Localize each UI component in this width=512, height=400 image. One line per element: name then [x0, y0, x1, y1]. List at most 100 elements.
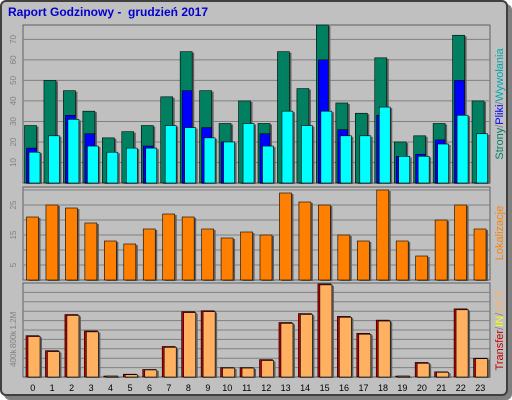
x-tick-label: 11	[242, 383, 251, 393]
plot-panel-top	[22, 24, 491, 184]
top-bar-series2	[48, 135, 60, 184]
middle-bar	[376, 189, 390, 281]
x-tick-label: 20	[417, 383, 427, 393]
middle-side-label-part: Lokalizacje	[494, 206, 506, 260]
top-bar-series2	[476, 133, 488, 184]
middle-bar	[473, 228, 487, 281]
bottom-bar-out	[27, 336, 41, 378]
top-side-label-part: Pliki	[494, 105, 506, 125]
middle-bar	[84, 222, 98, 281]
middle-bar	[181, 216, 195, 281]
middle-bar	[240, 231, 253, 281]
top-bar-series2	[398, 156, 411, 184]
bottom-side-label-part: /	[494, 326, 506, 330]
bottom-bar-out	[124, 374, 138, 378]
bottom-bar-out	[455, 309, 469, 378]
middle-bar	[454, 204, 467, 281]
x-tick-label: 8	[186, 383, 191, 393]
middle-bar	[26, 216, 39, 281]
top-side-label: Strony/Pliki/Wywołania	[494, 48, 506, 160]
middle-bar	[434, 219, 448, 281]
bottom-bar-out	[397, 375, 411, 378]
middle-bar	[123, 243, 137, 281]
x-tick-label: 22	[456, 383, 466, 393]
bottom-y-tick-label: 800k	[9, 330, 18, 348]
middle-bar	[201, 228, 214, 281]
top-bar-series2	[378, 106, 391, 184]
top-bar-series2	[164, 125, 177, 184]
top-y-tick-label: 20	[9, 137, 18, 146]
bottom-bar-out	[339, 317, 352, 378]
x-tick-label: 9	[205, 383, 210, 393]
x-tick-label: 6	[147, 383, 152, 393]
bottom-bar-out	[144, 369, 158, 378]
middle-bar	[259, 234, 273, 281]
middle-bar	[162, 213, 176, 281]
top-bar-series2	[242, 123, 255, 184]
bottom-bar-out	[319, 284, 333, 378]
top-bar-series2	[262, 145, 274, 184]
x-tick-label: 1	[50, 383, 55, 393]
x-tick-label: 21	[436, 383, 446, 393]
bottom-side-label-part: OUT	[494, 289, 506, 313]
top-y-tick-label: 30	[9, 116, 18, 125]
x-tick-label: 10	[222, 383, 232, 393]
top-bar-series2	[184, 127, 196, 184]
middle-bar	[45, 204, 59, 281]
top-bar-series2	[301, 125, 313, 184]
x-tick-label: 17	[359, 383, 369, 393]
bottom-bar-out	[475, 358, 488, 378]
top-y-tick-label: 50	[9, 75, 18, 84]
middle-bar	[415, 255, 428, 281]
middle-bar	[298, 201, 312, 281]
x-tick-label: 16	[339, 383, 349, 393]
bottom-y-tick-label: 1.2M	[9, 311, 18, 329]
bottom-bar-out	[416, 363, 430, 378]
x-tick-label: 12	[261, 383, 271, 393]
top-bar-series2	[281, 110, 294, 184]
bottom-bar-out	[358, 333, 372, 378]
bottom-bar-out-shadow	[399, 377, 412, 378]
middle-bar	[220, 237, 234, 281]
middle-bar	[356, 240, 370, 281]
bottom-bar-out	[163, 347, 177, 378]
bottom-bar-out	[377, 320, 391, 378]
x-tick-label: 23	[475, 383, 485, 393]
top-side-label-part: /	[494, 124, 506, 128]
top-side-label-part: /	[494, 101, 506, 105]
x-tick-label: 0	[30, 383, 35, 393]
top-side-label-part: Wywołania	[494, 48, 506, 102]
middle-y-tick-label: 15	[9, 230, 18, 239]
top-bar-series2	[417, 156, 430, 184]
report-title: Raport Godzinowy - grudzień 2017	[8, 5, 209, 19]
top-bar-series2	[106, 151, 119, 184]
bottom-bar-out	[66, 315, 80, 378]
middle-y-tick-label: 25	[9, 200, 18, 209]
x-tick-label: 7	[166, 383, 171, 393]
x-tick-label: 2	[69, 383, 74, 393]
middle-side-label: Lokalizacje	[494, 206, 506, 260]
x-tick-label: 19	[397, 383, 407, 393]
x-tick-label: 3	[89, 383, 94, 393]
middle-bar	[104, 240, 117, 281]
bottom-bar-out-shadow	[107, 377, 120, 378]
middle-bar	[142, 228, 156, 281]
bottom-bar-out	[300, 314, 313, 378]
bottom-bar-out	[222, 367, 235, 378]
bottom-side-label-part: Transfer	[494, 330, 506, 371]
top-bar-series2	[223, 141, 235, 184]
bottom-bar-out	[47, 351, 60, 378]
bottom-bar-out	[202, 311, 216, 378]
bottom-side-label-part: /	[494, 312, 506, 316]
top-bar-series2	[145, 147, 158, 184]
x-tick-label: 18	[378, 383, 388, 393]
top-bar-series2	[340, 135, 352, 184]
x-tick-label: 4	[108, 383, 113, 393]
bottom-side-label-part: IN	[494, 316, 506, 327]
bottom-bar-out	[261, 360, 274, 378]
bottom-bar-out	[280, 323, 294, 378]
middle-bar	[65, 207, 78, 281]
top-bar-series2	[437, 143, 449, 184]
x-tick-label: 13	[281, 383, 291, 393]
x-tick-label: 14	[300, 383, 310, 393]
